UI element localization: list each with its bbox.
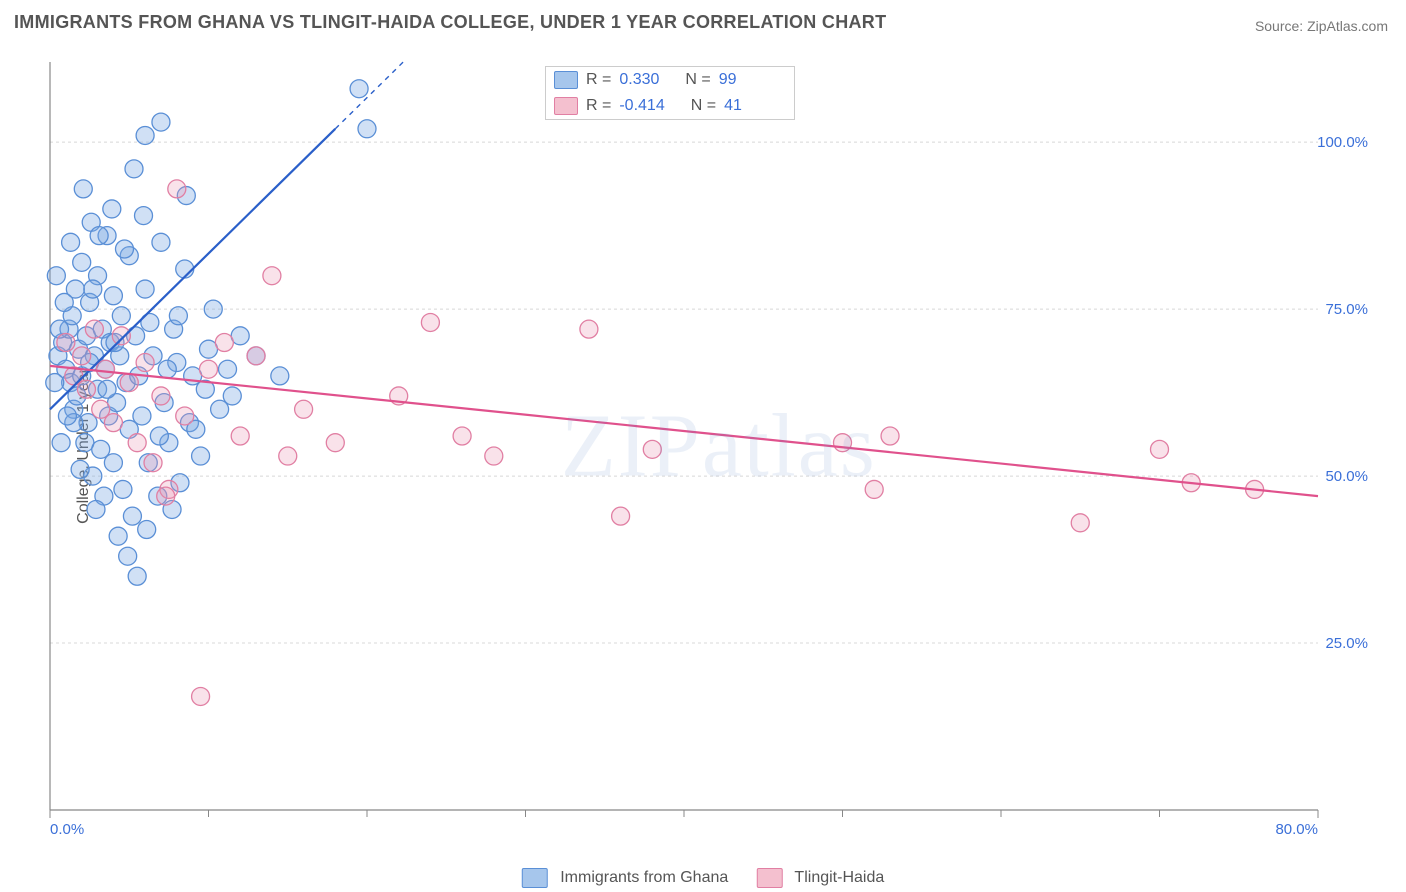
correlation-stats-box: R = 0.330 N = 99 R = -0.414 N = 41 [545,66,795,120]
source-link[interactable]: ZipAtlas.com [1307,18,1388,34]
legend-swatch-0 [522,868,548,888]
n-label: N = [685,71,710,89]
chart-title: IMMIGRANTS FROM GHANA VS TLINGIT-HAIDA C… [14,12,886,33]
chart-container: IMMIGRANTS FROM GHANA VS TLINGIT-HAIDA C… [0,0,1406,892]
stat-row-series-1: R = -0.414 N = 41 [546,93,794,119]
n-value-0: 99 [719,71,737,89]
plot-area: 25.0% 50.0% 75.0% 100.0% 0.0% 80.0% [48,60,1378,840]
legend-swatch-1 [756,868,782,888]
r-value-1: -0.414 [619,97,664,115]
svg-text:75.0%: 75.0% [1325,301,1368,318]
legend-item-1: Tlingit-Haida [756,868,884,888]
legend-item-0: Immigrants from Ghana [522,868,729,888]
r-label: R = [586,97,611,115]
r-label: R = [586,71,611,89]
scatter-svg: 25.0% 50.0% 75.0% 100.0% 0.0% 80.0% [48,60,1378,840]
source-attribution: Source: ZipAtlas.com [1255,18,1388,34]
n-value-1: 41 [724,97,742,115]
source-label: Source: [1255,18,1307,34]
r-value-0: 0.330 [619,71,659,89]
svg-text:100.0%: 100.0% [1317,134,1368,151]
legend-label-0: Immigrants from Ghana [560,869,728,886]
svg-text:50.0%: 50.0% [1325,468,1368,485]
legend-bottom: Immigrants from Ghana Tlingit-Haida [522,868,884,888]
stat-row-series-0: R = 0.330 N = 99 [546,67,794,93]
stat-swatch-1 [554,97,578,115]
svg-text:25.0%: 25.0% [1325,635,1368,652]
legend-label-1: Tlingit-Haida [794,869,884,886]
stat-swatch-0 [554,71,578,89]
svg-text:0.0%: 0.0% [50,821,84,838]
svg-text:80.0%: 80.0% [1275,821,1318,838]
n-label: N = [691,97,716,115]
